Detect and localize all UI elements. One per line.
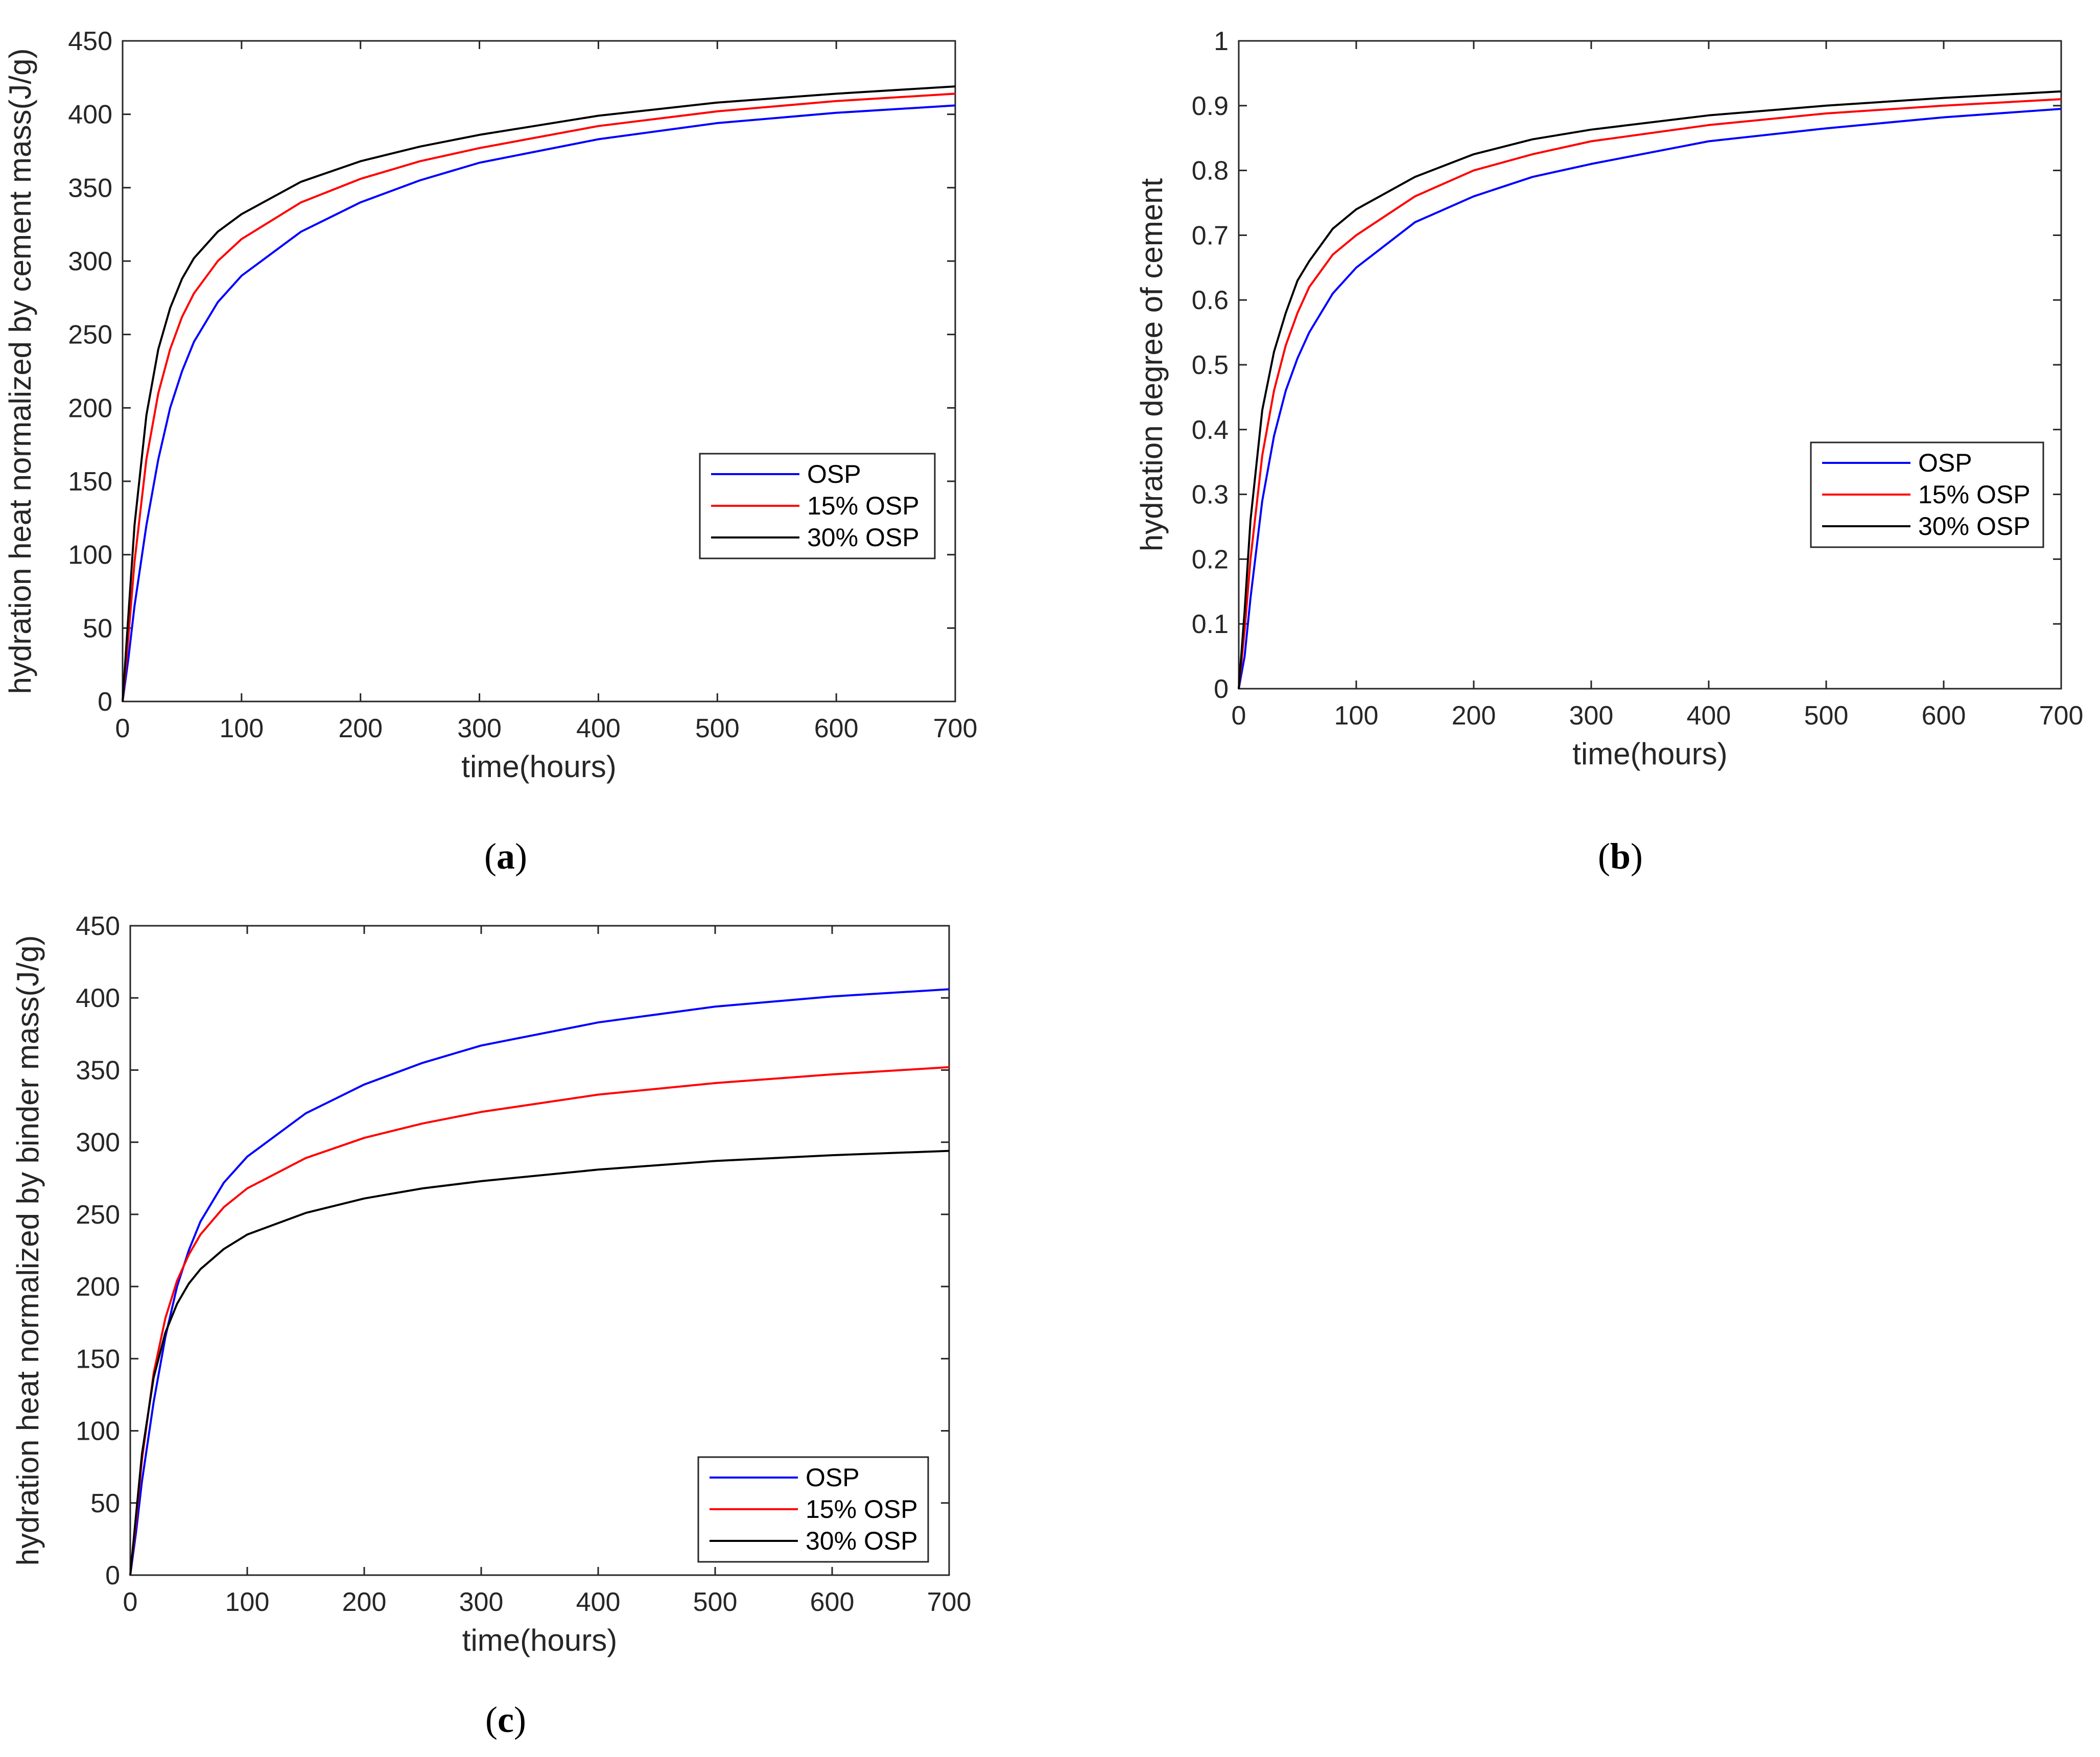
caption-letter: b [1610, 836, 1631, 877]
legend: OSP 15% OSP 30% OSP [1810, 441, 2044, 548]
x-axis-label: time(hours) [1572, 737, 1727, 771]
caption-close-paren: ) [514, 1699, 526, 1740]
chart-c: 0 100 200 300 400 500 600 700 0 50 100 150 200 250 300… [11, 911, 971, 1740]
x-tick-label: 700 [927, 1587, 972, 1617]
y-tick-label: 0.2 [1192, 545, 1229, 574]
x-axis-label: time(hours) [462, 1623, 617, 1657]
series-line-30-osp [122, 85, 956, 702]
x-tick-label: 500 [693, 1587, 738, 1617]
y-tick-label: 0.7 [1192, 221, 1229, 250]
legend: OSP 15% OSP 30% OSP [699, 453, 936, 559]
legend-label: 30% OSP [806, 1527, 918, 1555]
x-tick-label: 300 [457, 714, 502, 743]
y-tick-label: 250 [76, 1200, 120, 1230]
y-tick-label: 50 [83, 614, 112, 643]
plot-area [122, 40, 956, 702]
caption-letter: c [498, 1699, 514, 1740]
y-tick-label: 0.8 [1192, 156, 1229, 186]
x-tick-label: 600 [810, 1587, 855, 1617]
y-tick-label: 0.1 [1192, 610, 1229, 639]
x-tick-label: 600 [814, 714, 859, 743]
x-tick-label: 300 [459, 1587, 504, 1617]
y-tick-label: 200 [76, 1272, 120, 1302]
x-tick-label: 400 [576, 714, 621, 743]
x-tick-label: 200 [338, 714, 383, 743]
x-tick-label: 700 [2039, 701, 2084, 731]
legend: OSP 15% OSP 30% OSP [697, 1456, 929, 1563]
y-tick-label: 400 [76, 983, 120, 1013]
legend-label: OSP [1918, 449, 1972, 477]
y-tick-label: 350 [68, 173, 112, 203]
series-line-osp [122, 104, 956, 702]
y-tick-label: 450 [68, 27, 112, 56]
y-tick-label: 150 [68, 467, 112, 497]
caption-open-paren: ( [484, 836, 497, 877]
x-tick-label: 100 [1334, 701, 1379, 731]
x-tick-label: 500 [1804, 701, 1849, 731]
caption-open-paren: ( [1598, 836, 1610, 877]
y-tick-label: 450 [76, 911, 120, 941]
series-line-15-osp [1238, 98, 2062, 689]
y-tick-label: 0.3 [1192, 480, 1229, 510]
y-tick-label: 1 [1214, 27, 1229, 56]
x-tick-label: 0 [115, 714, 130, 743]
y-tick-label: 100 [76, 1417, 120, 1446]
legend-label: 30% OSP [807, 523, 919, 552]
caption-close-paren: ) [1631, 836, 1643, 877]
legend-label: OSP [807, 460, 861, 488]
x-tick-label: 300 [1569, 701, 1614, 731]
y-tick-label: 350 [76, 1056, 120, 1085]
y-tick-label: 0.4 [1192, 415, 1229, 445]
x-tick-label: 600 [1922, 701, 1966, 731]
y-tick-label: 400 [68, 100, 112, 130]
y-axis-label: hydration heat normalized by binder mass… [11, 935, 45, 1566]
chart-b: 0 100 200 300 400 500 600 700 0 0.1 0.2 0.3 0.4 0.5 0.… [1135, 27, 2083, 877]
caption-open-paren: ( [485, 1699, 498, 1740]
panel-caption: (b) [1598, 836, 1643, 877]
caption-close-paren: ) [515, 836, 527, 877]
x-tick-label: 100 [225, 1587, 270, 1617]
y-tick-label: 0.6 [1192, 286, 1229, 315]
y-tick-label: 0.9 [1192, 91, 1229, 121]
panel-caption: (a) [484, 836, 527, 877]
plot-area [1238, 40, 2062, 690]
y-tick-label: 50 [90, 1489, 120, 1518]
x-tick-label: 500 [695, 714, 740, 743]
x-tick-label: 100 [219, 714, 264, 743]
y-tick-label: 0 [98, 687, 112, 717]
x-tick-label: 0 [1232, 701, 1246, 731]
y-tick-label: 0 [1214, 674, 1229, 704]
panel-caption: (c) [485, 1699, 526, 1740]
y-tick-label: 250 [68, 320, 112, 350]
y-tick-label: 100 [68, 541, 112, 570]
y-tick-label: 150 [76, 1344, 120, 1374]
x-tick-label: 400 [1687, 701, 1731, 731]
caption-letter: a [497, 836, 515, 877]
y-tick-label: 300 [76, 1128, 120, 1158]
legend-label: 15% OSP [807, 491, 919, 520]
legend-label: OSP [806, 1463, 860, 1492]
series-line-30-osp [129, 1150, 950, 1576]
x-tick-label: 200 [1452, 701, 1496, 731]
y-axis-label: hydration degree of cement [1135, 178, 1169, 551]
y-tick-label: 0.5 [1192, 350, 1229, 380]
series-line-osp [129, 988, 950, 1576]
y-tick-label: 300 [68, 247, 112, 276]
legend-label: 15% OSP [1918, 480, 2031, 509]
y-tick-label: 200 [68, 393, 112, 423]
legend-label: 15% OSP [806, 1495, 918, 1524]
series-line-15-osp [122, 92, 956, 702]
x-tick-label: 200 [342, 1587, 387, 1617]
x-tick-label: 400 [576, 1587, 621, 1617]
x-axis-label: time(hours) [461, 749, 616, 784]
series-line-osp [1238, 108, 2062, 689]
x-tick-label: 0 [123, 1587, 138, 1617]
legend-label: 30% OSP [1918, 512, 2031, 541]
y-axis-label: hydration heat normalized by cement mass… [3, 49, 37, 694]
series-line-30-osp [1238, 90, 2062, 689]
x-tick-label: 700 [933, 714, 978, 743]
chart-a: 0 100 200 300 400 500 600 700 0 50 100 150 200 250 300… [3, 27, 977, 877]
y-tick-label: 0 [105, 1561, 120, 1590]
